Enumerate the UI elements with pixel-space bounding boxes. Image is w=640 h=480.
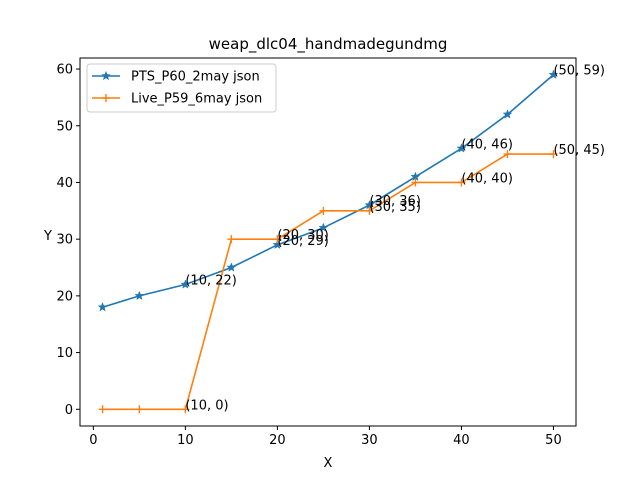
legend-box — [86, 63, 277, 113]
legend-swatch-marker — [101, 70, 111, 81]
data-label: (20, 30) — [277, 228, 329, 243]
y-tick-label: 30 — [56, 233, 73, 248]
series-2-point — [98, 405, 107, 414]
series-2-point — [181, 405, 190, 414]
data-label: (30, 36) — [369, 194, 421, 209]
series-layer — [97, 69, 559, 414]
series-2-point — [273, 235, 282, 244]
legend-entry-label: PTS_P60_2may json — [131, 70, 260, 85]
y-tick-label: 40 — [56, 176, 73, 191]
series-1-point — [456, 143, 467, 153]
y-tick-label: 50 — [56, 119, 73, 134]
series-2-point — [411, 178, 420, 187]
data-label: (30, 35) — [369, 200, 421, 215]
y-tick-label: 10 — [56, 346, 73, 361]
series-2-point — [457, 178, 466, 187]
axes-frame — [79, 57, 577, 427]
x-tick-label: 10 — [177, 433, 194, 448]
series-1-point — [180, 279, 191, 289]
series-2-point — [135, 405, 144, 414]
chart-title: weap_dlc04_handmadegundmg — [209, 35, 448, 54]
legend: PTS_P60_2may json Live_P59_6may json — [86, 63, 277, 113]
y-tick-label: 0 — [65, 403, 73, 418]
x-tick-label: 30 — [361, 433, 378, 448]
data-label: (20, 29) — [277, 234, 329, 249]
series-2-point — [503, 150, 512, 159]
legend-swatch-marker — [102, 94, 110, 102]
x-tick-label: 20 — [269, 433, 286, 448]
legend-entry-label: Live_P59_6may json — [131, 92, 262, 107]
y-tick-label: 20 — [56, 289, 73, 304]
series-1-point — [548, 69, 559, 79]
data-label: (50, 59) — [553, 64, 605, 79]
series-1-point — [134, 290, 145, 301]
series-1-point — [97, 302, 108, 312]
data-label: (10, 22) — [185, 274, 237, 289]
data-label: (40, 46) — [461, 137, 512, 152]
series-1-point — [502, 109, 513, 119]
y-axis-label: Y — [43, 229, 52, 244]
data-label: (40, 40) — [461, 171, 512, 186]
x-axis: 0 10 20 30 40 50 — [89, 426, 562, 448]
series-1-point — [272, 239, 283, 250]
series-1-point — [226, 262, 237, 272]
series-2-point — [227, 235, 236, 244]
annotation-layer: (10, 22) (20, 29) (30, 36) (40, 46) (50, 59)… — [185, 64, 605, 414]
series-2-point — [365, 206, 374, 215]
y-axis: 0 10 20 30 40 50 60 — [56, 63, 80, 418]
data-label: (10, 0) — [185, 398, 228, 413]
series-2-point — [549, 150, 558, 159]
x-tick-label: 0 — [89, 433, 97, 448]
series-1-point — [318, 222, 329, 233]
data-label: (50, 45) — [553, 143, 605, 158]
x-tick-label: 50 — [545, 433, 562, 448]
x-tick-label: 40 — [453, 433, 470, 448]
series-2-point — [319, 206, 328, 215]
y-tick-label: 60 — [56, 63, 73, 78]
x-axis-label: X — [324, 456, 333, 471]
